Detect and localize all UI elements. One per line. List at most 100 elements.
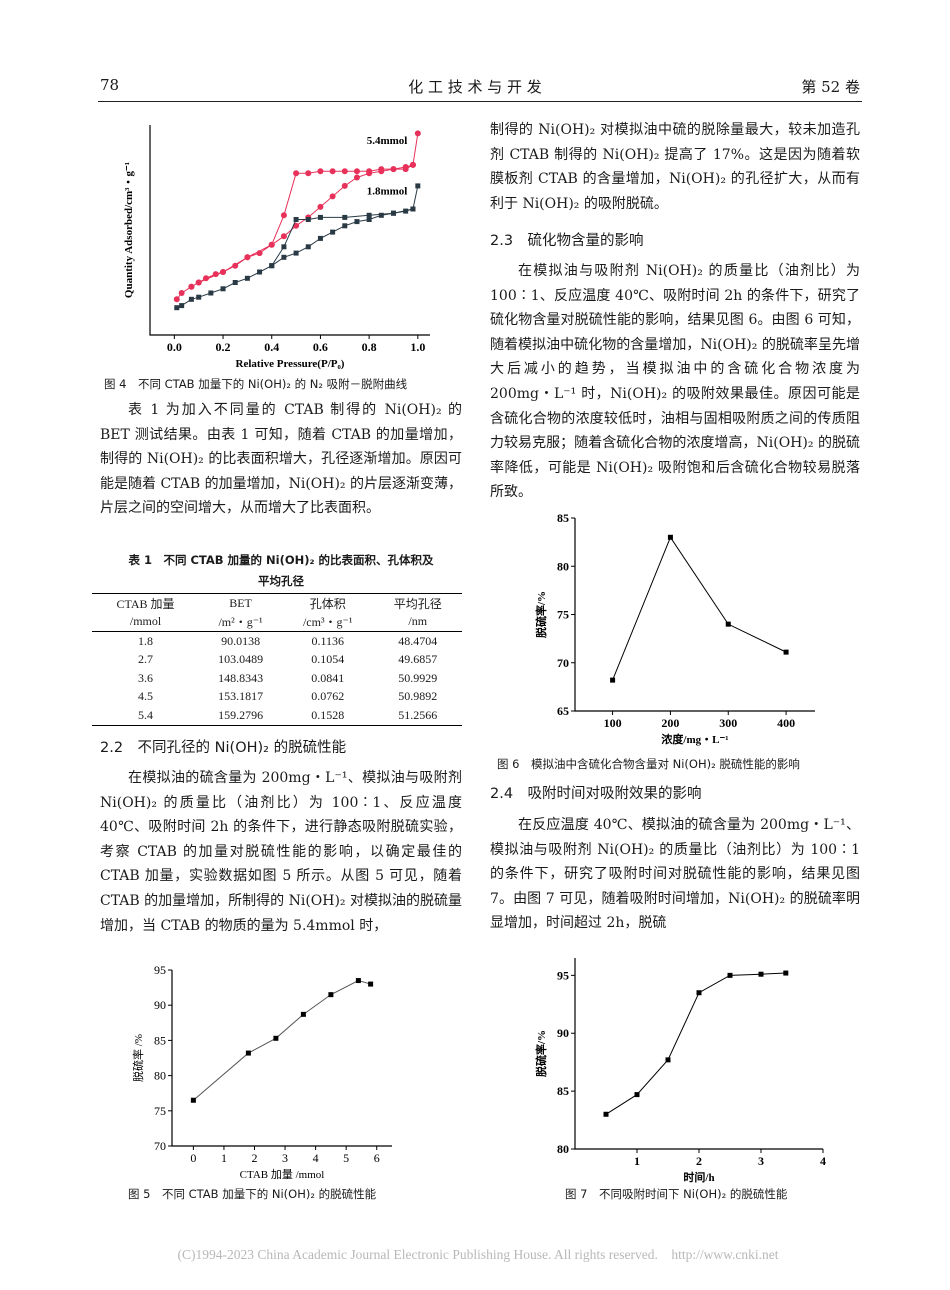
table-cell: 1.8 [138, 633, 154, 648]
data-point [409, 161, 416, 168]
data-point [783, 970, 789, 976]
table-cell: 153.1817 [218, 689, 264, 704]
data-point [188, 296, 194, 302]
data-point [390, 210, 396, 216]
data-point [667, 534, 673, 540]
data-point [293, 222, 300, 229]
x-tick-label: 0.8 [362, 340, 377, 354]
header-rule [98, 101, 862, 102]
x-tick-label: 1 [634, 1154, 640, 1168]
footer-copyright: (C)1994-2023 China Academic Journal Elec… [177, 1247, 779, 1262]
data-point [281, 254, 287, 260]
table-cell: 48.4704 [398, 633, 438, 648]
right-paragraph-2: 在模拟油与吸附剂 Ni(OH)₂ 的质量比（油剂比）为 100∶1、反应温度 4… [490, 263, 860, 501]
data-point [354, 219, 360, 225]
table-row: 1.8 90.0138 0.1136 48.4704 [92, 632, 462, 651]
data-point [353, 168, 360, 175]
data-point [402, 164, 409, 170]
series-line [193, 980, 371, 1101]
data-point [268, 241, 275, 248]
data-point [725, 621, 731, 627]
x-tick-label: 2 [252, 1151, 258, 1165]
y-axis-label: 脱硫率/% [534, 1030, 548, 1077]
data-point [366, 217, 372, 222]
data-point [280, 212, 287, 219]
table-header: 平均孔径 [393, 596, 442, 611]
x-tick-label: 1.0 [410, 340, 425, 354]
data-point [603, 1111, 609, 1117]
table-cell: 3.6 [138, 670, 154, 685]
series-label: 1.8mmol [367, 185, 408, 197]
data-point [174, 305, 180, 311]
data-point [293, 217, 299, 222]
table-cell: 103.0489 [218, 652, 264, 667]
data-point [203, 275, 209, 282]
table-cell: 51.2566 [398, 707, 438, 722]
data-point [281, 244, 287, 250]
y-tick-label: 65 [557, 704, 569, 718]
data-point [783, 649, 789, 655]
y-tick-label: 90 [154, 998, 166, 1012]
data-point [232, 280, 238, 285]
table-1-caption-cont: 平均孔径 [258, 574, 304, 588]
y-tick-label: 95 [154, 963, 166, 977]
data-point [330, 229, 336, 235]
table-row: 2.7 103.0489 0.1054 49.6857 [92, 651, 462, 670]
data-point [173, 296, 180, 303]
data-point [355, 978, 361, 984]
table-cell: 159.2796 [218, 707, 264, 722]
table-1-caption: 表 1 不同 CTAB 加量的 Ni(OH)₂ 的比表面积、孔体积及 [128, 553, 434, 567]
y-tick-label: 85 [557, 1084, 569, 1098]
data-point [244, 275, 250, 281]
table-header: /nm [408, 614, 428, 629]
y-tick-label: 80 [557, 1142, 569, 1156]
series-line [176, 185, 419, 309]
data-point [329, 193, 336, 200]
data-point [390, 166, 397, 173]
data-point [410, 206, 416, 212]
data-point [305, 217, 311, 222]
data-point [178, 290, 185, 296]
data-point [403, 208, 409, 214]
data-point [208, 290, 214, 296]
axes [574, 958, 823, 1150]
data-point [414, 130, 421, 137]
y-axis-label: 脱硫率/% [534, 591, 548, 638]
data-point [305, 170, 312, 177]
data-point [610, 677, 616, 683]
data-point [179, 303, 185, 309]
data-point [378, 212, 384, 218]
table-header: CTAB 加量 [116, 596, 175, 611]
data-point [305, 244, 311, 250]
figure-4-caption: 图 4 不同 CTAB 加量下的 Ni(OH)₂ 的 N₂ 吸附－脱附曲线 [104, 377, 408, 391]
data-point [257, 269, 263, 275]
data-point [341, 168, 348, 175]
journal-title: 化 工 技 术 与 开 发 [408, 78, 542, 96]
data-point [727, 972, 733, 978]
section-2-3-heading: 2.3 硫化物含量的影响 [490, 233, 644, 249]
data-point [244, 254, 251, 261]
x-tick-label: 5 [343, 1151, 349, 1165]
data-point [329, 168, 336, 175]
data-point [317, 203, 324, 210]
x-tick-label: 0.4 [264, 340, 279, 354]
figure-6-chart: 100 200 300 400 65 70 75 80 85 浓度/mg・L⁻¹ 脱硫率/% [534, 511, 815, 746]
data-point [293, 250, 299, 256]
table-cell: 0.0762 [311, 689, 345, 704]
table-row: 3.6 148.8343 0.0841 50.9929 [92, 669, 462, 688]
data-point [317, 168, 324, 175]
data-point [300, 1011, 306, 1017]
data-point [341, 182, 348, 189]
y-tick-label: 70 [557, 656, 569, 670]
volume: 第 52 卷 [801, 78, 860, 96]
table-cell: 50.9929 [398, 670, 438, 685]
x-tick-label: 1 [221, 1151, 227, 1165]
x-tick-label: 0.2 [216, 340, 231, 354]
data-point [293, 170, 300, 177]
table-cell: 0.1136 [311, 633, 345, 648]
data-point [328, 992, 334, 998]
section-2-4-heading: 2.4 吸附时间对吸附效果的影响 [490, 786, 702, 802]
table-cell: 0.1528 [311, 707, 345, 722]
x-tick-label: 0.0 [167, 340, 182, 354]
